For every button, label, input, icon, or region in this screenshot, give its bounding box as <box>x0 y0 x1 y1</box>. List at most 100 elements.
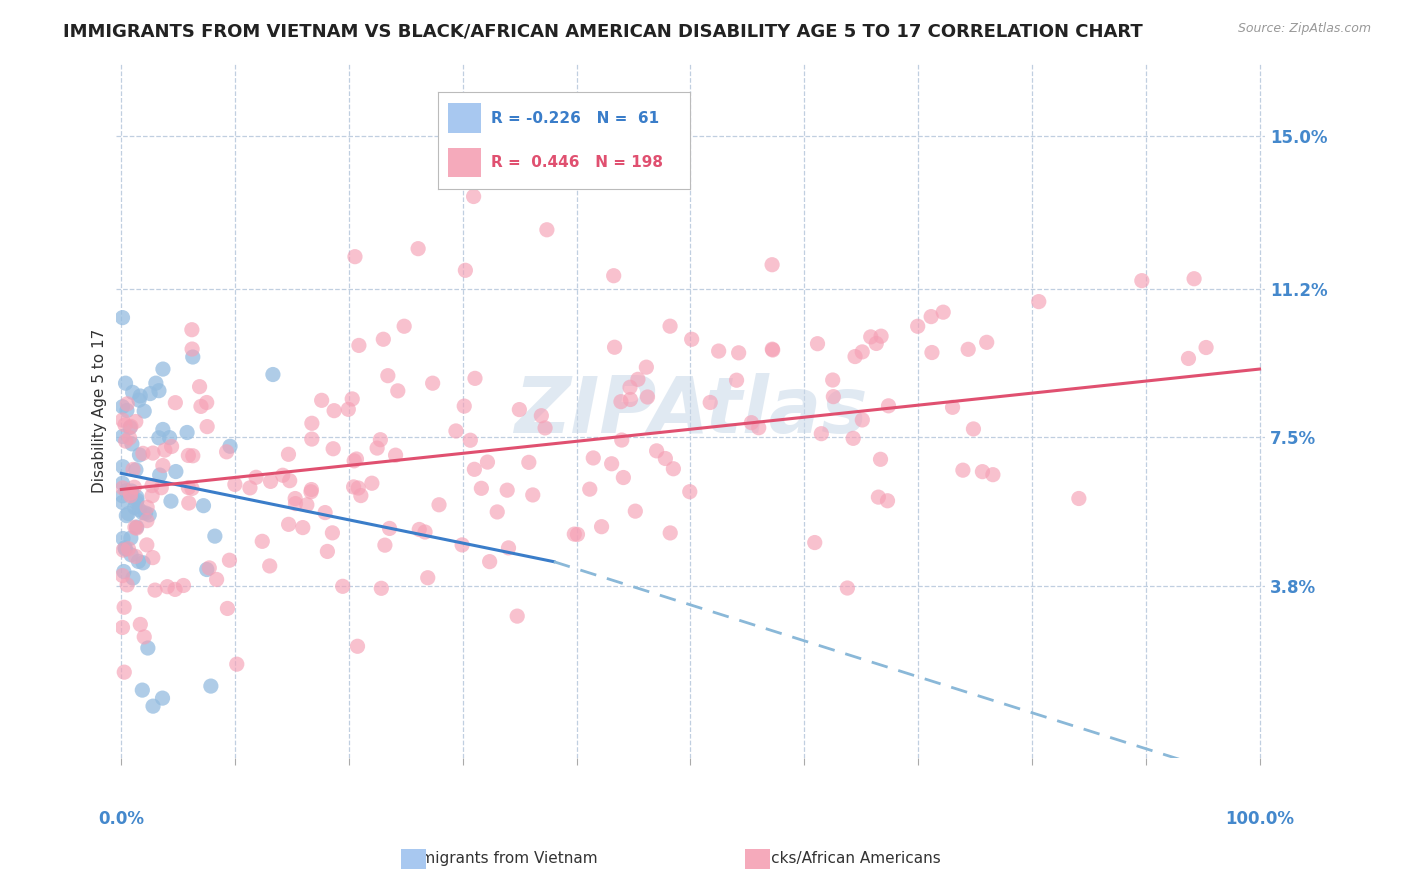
Point <box>159 431 181 445</box>
Point <box>277 447 299 461</box>
Point <box>477 455 499 469</box>
Point <box>627 372 650 386</box>
Point <box>567 527 589 541</box>
Point <box>114 541 136 555</box>
Point <box>180 323 202 337</box>
Point <box>111 459 134 474</box>
Point <box>152 458 174 473</box>
Point <box>181 482 204 496</box>
Point <box>114 376 136 391</box>
Point <box>342 480 364 494</box>
Text: ZIPAtlas: ZIPAtlas <box>513 373 868 450</box>
Point <box>111 620 134 634</box>
Point <box>392 319 415 334</box>
Point <box>278 474 301 488</box>
Point <box>120 548 142 562</box>
Point <box>366 441 388 455</box>
Point <box>122 462 145 476</box>
Point <box>128 393 150 408</box>
Point <box>181 350 204 364</box>
Point <box>284 497 307 511</box>
Point <box>496 483 519 498</box>
Point <box>114 434 136 449</box>
Point <box>823 390 845 404</box>
Point <box>217 601 239 615</box>
Point <box>806 336 828 351</box>
Point <box>152 422 174 436</box>
Text: Immigrants from Vietnam: Immigrants from Vietnam <box>401 851 598 865</box>
Point <box>153 443 176 458</box>
Point <box>148 384 170 398</box>
Point <box>725 373 748 387</box>
Point <box>112 565 135 579</box>
Point <box>659 319 682 334</box>
Point <box>111 400 134 414</box>
Point <box>517 455 540 469</box>
Point <box>152 362 174 376</box>
Point <box>591 519 613 533</box>
Point <box>225 657 247 672</box>
Point <box>727 346 749 360</box>
Point <box>239 481 262 495</box>
Point <box>342 392 364 406</box>
Point <box>271 468 294 483</box>
Point <box>536 223 558 237</box>
Point <box>291 520 314 534</box>
Point <box>920 310 942 324</box>
Text: Source: ZipAtlas.com: Source: ZipAtlas.com <box>1237 22 1371 36</box>
Point <box>152 691 174 706</box>
Point <box>172 578 194 592</box>
Point <box>176 425 198 440</box>
Point <box>124 520 146 534</box>
Point <box>321 525 343 540</box>
Point <box>111 532 134 546</box>
Point <box>181 342 204 356</box>
Point <box>136 514 159 528</box>
Point <box>619 380 641 394</box>
Point <box>373 332 395 346</box>
Point <box>177 496 200 510</box>
Point <box>378 521 401 535</box>
Point <box>803 535 825 549</box>
Point <box>374 538 396 552</box>
Point <box>195 562 218 576</box>
Point <box>115 578 138 592</box>
Point <box>205 573 228 587</box>
Point <box>160 440 183 454</box>
Point <box>204 529 226 543</box>
Point <box>869 452 891 467</box>
Point <box>972 465 994 479</box>
Point <box>762 343 785 357</box>
Point <box>1182 271 1205 285</box>
Point <box>143 583 166 598</box>
Point <box>125 415 148 429</box>
Point <box>112 665 135 680</box>
Point <box>121 437 143 451</box>
Point <box>761 342 783 356</box>
Text: Blacks/African Americans: Blacks/African Americans <box>747 851 941 865</box>
Point <box>534 421 557 435</box>
Point <box>299 483 322 497</box>
Point <box>139 386 162 401</box>
Point <box>135 506 157 520</box>
Point <box>114 417 136 432</box>
Point <box>195 395 218 409</box>
Point <box>125 521 148 535</box>
Point <box>451 538 474 552</box>
Point <box>122 571 145 585</box>
Point <box>311 393 333 408</box>
Point <box>149 468 172 483</box>
Point <box>562 527 585 541</box>
Point <box>120 531 142 545</box>
Point <box>131 506 153 520</box>
Point <box>219 439 242 453</box>
Point <box>198 561 221 575</box>
Text: IMMIGRANTS FROM VIETNAM VS BLACK/AFRICAN AMERICAN DISABILITY AGE 5 TO 17 CORRELA: IMMIGRANTS FROM VIETNAM VS BLACK/AFRICAN… <box>63 22 1143 40</box>
Point <box>619 392 641 407</box>
Point <box>343 454 366 468</box>
Point <box>128 502 150 516</box>
Point <box>165 465 187 479</box>
Point <box>508 402 530 417</box>
Point <box>160 494 183 508</box>
Point <box>877 399 900 413</box>
